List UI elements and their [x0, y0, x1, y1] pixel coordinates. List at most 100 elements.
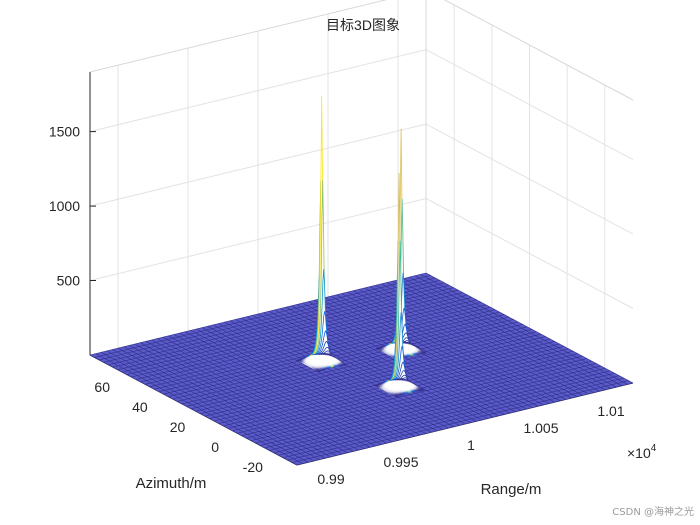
- box-edge-top-back: [89, 0, 388, 73]
- chart-title: 目标3D图象: [326, 17, 400, 33]
- mesh-line-x: [420, 274, 628, 385]
- mesh-line-x: [112, 349, 320, 460]
- watermark: CSDN @海神之光: [612, 505, 694, 518]
- mesh-line-x: [123, 346, 331, 458]
- x-tick-label: 1: [467, 437, 475, 453]
- mesh-line-y: [145, 302, 482, 385]
- mesh-line-y: [264, 365, 601, 449]
- mesh-line-y: [278, 372, 615, 456]
- mesh-line-x: [218, 323, 426, 434]
- mesh-line-x: [134, 343, 342, 455]
- mesh-line-y: [255, 360, 592, 444]
- mesh-line-x: [414, 275, 622, 386]
- mesh-line-y: [103, 280, 440, 363]
- mesh-line-y: [200, 331, 537, 414]
- mesh-line-y: [214, 338, 551, 422]
- surface-peak-slice: [401, 378, 425, 391]
- mesh-line-x: [106, 350, 314, 462]
- mesh-line-x: [95, 353, 303, 464]
- mesh-line-y: [163, 311, 500, 395]
- y-tick-label: 40: [132, 399, 148, 415]
- surface-floor: [89, 272, 634, 466]
- mesh-line-x: [89, 354, 298, 466]
- mesh-line-y: [181, 321, 519, 405]
- mesh-line-y: [89, 272, 427, 356]
- mesh-line-y: [168, 314, 505, 397]
- mesh-line-x: [157, 338, 365, 449]
- mesh-line-y: [195, 328, 532, 412]
- mesh-line-x: [330, 295, 538, 407]
- mesh-line-x: [302, 302, 510, 414]
- mesh-line-y: [246, 355, 583, 439]
- mesh-line-y: [108, 282, 445, 366]
- tick-labels: 0.99 0.995 1 1.005 1.01 -20 0 20 40 60 500 1000 1500: [49, 124, 625, 488]
- mesh-line-x: [235, 319, 443, 430]
- grid-line-z-side: [425, 198, 634, 309]
- mesh-line-x: [185, 331, 393, 443]
- mesh-line-x: [280, 308, 488, 419]
- grid-line-z-side: [425, 49, 634, 161]
- mesh-line-x: [381, 283, 589, 395]
- mesh-line-x: [229, 320, 438, 432]
- mesh-line-x: [224, 321, 432, 433]
- y-axis-label: Azimuth/m: [136, 475, 207, 492]
- mesh-line-x: [129, 345, 337, 456]
- mesh-line-x: [386, 282, 594, 393]
- surface-peak: [296, 95, 348, 373]
- x-tick-label: 0.99: [317, 471, 344, 487]
- mesh-line-x: [179, 332, 387, 444]
- mesh-line-x: [425, 272, 634, 384]
- mesh-line-x: [403, 278, 611, 389]
- mesh-line-y: [209, 336, 546, 419]
- grid-line-z-back: [89, 123, 427, 207]
- mesh-line-x: [336, 294, 544, 406]
- mesh-line-x: [162, 336, 370, 448]
- mesh-line-x: [252, 315, 460, 426]
- mesh-line-x: [190, 330, 398, 441]
- mesh-line-x: [313, 300, 522, 411]
- mesh-line-x: [168, 335, 376, 447]
- y-tick-label: -20: [243, 459, 263, 475]
- mesh-line-x: [308, 301, 516, 412]
- x-tick-label: 0.995: [383, 454, 418, 470]
- box-edge-top-side: [443, 0, 634, 101]
- mesh-line-y: [204, 333, 542, 417]
- mesh-line-y: [186, 324, 523, 407]
- grid-line-z-back: [89, 49, 427, 133]
- mesh-line-x: [269, 311, 477, 422]
- mesh-line-y: [112, 284, 450, 368]
- mesh-line-x: [241, 317, 449, 429]
- x-tick-label: 1.005: [523, 420, 558, 436]
- mesh-line-x: [101, 352, 309, 463]
- mesh-line-x: [397, 279, 606, 391]
- surface-peak-slice: [403, 341, 427, 354]
- mesh-line-x: [392, 280, 600, 392]
- mesh-line-y: [135, 297, 473, 380]
- x-axis-label: Range/m: [481, 481, 542, 498]
- mesh-line-y: [172, 316, 509, 400]
- mesh-line-x: [274, 309, 482, 421]
- x-tick-label: 1.01: [597, 403, 624, 419]
- mesh-line-x: [117, 347, 326, 459]
- mesh-line-y: [287, 377, 624, 461]
- mesh-line-x: [353, 290, 561, 402]
- mesh-line-x: [173, 334, 382, 445]
- mesh-line-x: [213, 324, 421, 436]
- mesh-line-y: [296, 382, 634, 466]
- mesh-line-x: [207, 326, 415, 437]
- mesh-line-x: [263, 312, 471, 423]
- z-tick-label: 1000: [49, 198, 80, 214]
- mesh-line-x: [347, 291, 555, 403]
- mesh-line-y: [273, 370, 611, 454]
- mesh-line-x: [409, 276, 617, 388]
- z-tick-label: 1500: [49, 124, 80, 140]
- surface-mesh: [296, 95, 427, 398]
- mesh-line-y: [250, 358, 588, 441]
- mesh-line-y: [269, 368, 606, 451]
- mesh-line-x: [246, 316, 454, 427]
- mesh-line-x: [140, 342, 348, 453]
- mesh-line-x: [325, 297, 533, 408]
- surface-peak: [373, 172, 425, 398]
